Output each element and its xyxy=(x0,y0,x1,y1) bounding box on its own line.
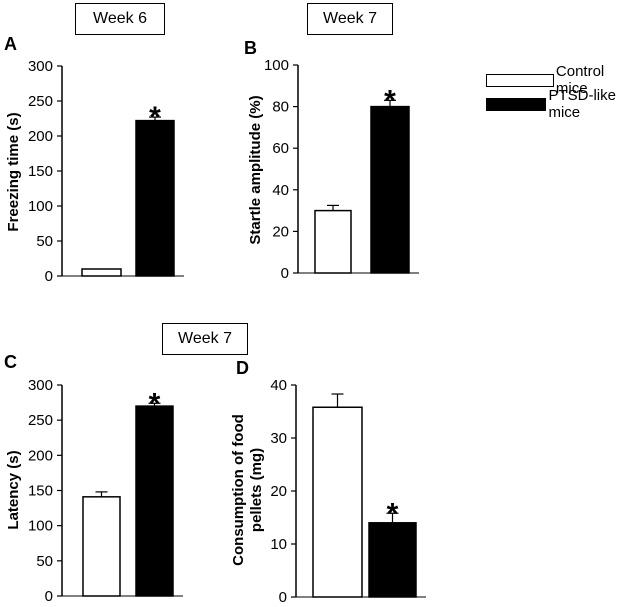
bar-a-control xyxy=(81,268,122,277)
panel-letter-c: C xyxy=(4,352,17,372)
y-tick-label-c: 250 xyxy=(28,412,53,429)
y-axis-label-b: Startle amplitude (%) xyxy=(247,95,264,244)
week-label-a: Week 6 xyxy=(75,3,165,35)
y-tick-label-a: 0 xyxy=(45,268,53,285)
y-tick-label-b: 40 xyxy=(272,182,289,199)
y-tick-label-b: 100 xyxy=(264,57,289,74)
y-tick-label-c: 0 xyxy=(45,588,53,605)
y-axis-label-d-line2: pellets (mg) xyxy=(248,448,265,532)
bar-c-control xyxy=(82,496,121,597)
y-tick-label-c: 300 xyxy=(28,377,53,394)
y-tick-label-c: 150 xyxy=(28,483,53,500)
y-axis-label-a: Freezing time (s) xyxy=(5,112,22,231)
panel-letter-d: D xyxy=(236,358,249,378)
legend-swatch-ptsd xyxy=(486,97,547,111)
y-tick-label-d: 10 xyxy=(270,536,287,553)
significance-star-a: * xyxy=(149,101,161,134)
y-tick-label-c: 100 xyxy=(28,518,53,535)
bar-b-control xyxy=(314,209,352,274)
y-tick-label-a: 50 xyxy=(36,233,53,250)
week-label-b: Week 7 xyxy=(307,3,393,35)
y-tick-label-b: 80 xyxy=(272,99,289,116)
y-tick-label-d: 40 xyxy=(270,377,287,394)
significance-star-b: * xyxy=(384,84,396,117)
panel-letter-a: A xyxy=(4,34,17,54)
legend-swatch-control xyxy=(486,73,554,87)
bar-d-control xyxy=(312,406,363,598)
bar-b-ptsd xyxy=(370,105,410,274)
y-tick-label-a: 100 xyxy=(28,198,53,215)
significance-star-d: * xyxy=(387,497,399,530)
y-axis-label-d-line1: Consumption of food xyxy=(230,414,247,566)
y-tick-label-c: 50 xyxy=(36,553,53,570)
y-tick-label-a: 250 xyxy=(28,93,53,110)
y-tick-label-a: 200 xyxy=(28,128,53,145)
legend-label-control: Control mice xyxy=(555,63,605,97)
legend-item-control: Control mice xyxy=(486,63,640,97)
y-tick-label-c: 200 xyxy=(28,447,53,464)
y-tick-label-d: 0 xyxy=(279,589,287,606)
y-tick-label-a: 300 xyxy=(28,58,53,75)
y-tick-label-b: 20 xyxy=(272,223,289,240)
legend-label-ptsd: PTSD-like mice xyxy=(548,87,616,121)
y-tick-label-d: 20 xyxy=(270,483,287,500)
y-tick-label-d: 30 xyxy=(270,430,287,447)
y-axis-label-c: Latency (s) xyxy=(5,450,22,529)
bar-a-ptsd xyxy=(135,119,175,277)
bar-c-ptsd xyxy=(135,405,174,597)
legend-item-ptsd: PTSD-like mice xyxy=(486,87,640,121)
bar-d-ptsd xyxy=(368,522,417,598)
y-tick-label-b: 60 xyxy=(272,140,289,157)
y-tick-label-a: 150 xyxy=(28,163,53,180)
significance-star-c: * xyxy=(149,387,161,420)
y-tick-label-b: 0 xyxy=(281,265,289,282)
panel-letter-b: B xyxy=(244,38,257,58)
week-label-c: Week 7 xyxy=(162,323,248,355)
